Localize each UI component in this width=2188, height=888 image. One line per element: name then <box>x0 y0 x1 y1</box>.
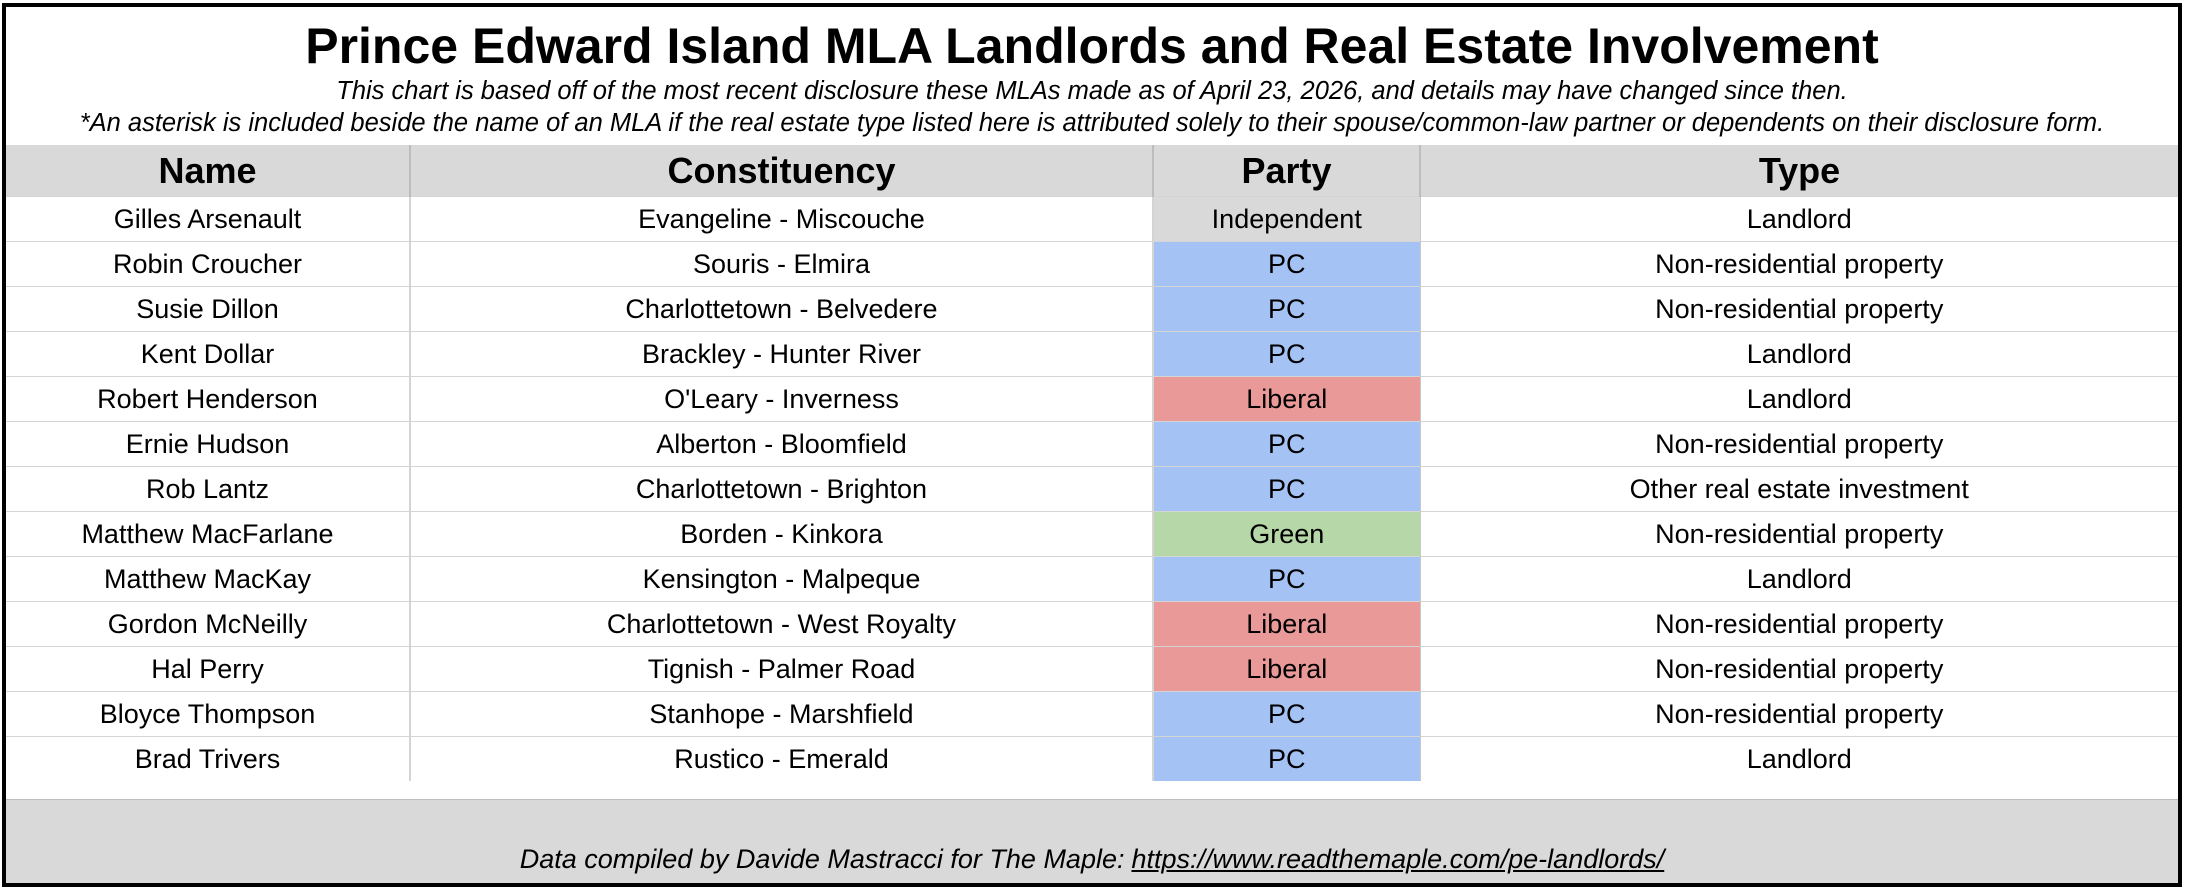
cell-type: Landlord <box>1420 331 2178 377</box>
table-row: Kent Dollar Brackley - Hunter River PC Land… <box>6 331 2178 377</box>
cell-name: Matthew MacKay <box>6 556 411 602</box>
cell-type: Non-residential property <box>1420 691 2178 737</box>
cell-type: Non-residential property <box>1420 241 2178 287</box>
table-header-row: Name Constituency Party Type <box>6 145 2178 197</box>
column-header-type: Type <box>1420 145 2178 197</box>
cell-name: Kent Dollar <box>6 331 411 377</box>
cell-constituency: Evangeline - Miscouche <box>410 196 1154 242</box>
cell-constituency: Brackley - Hunter River <box>410 331 1154 377</box>
table-row: Robert Henderson O'Leary - Inverness Liber… <box>6 376 2178 422</box>
table-row: Gilles Arsenault Evangeline - Miscouche In… <box>6 196 2178 242</box>
table-row: Gordon McNeilly Charlottetown - West Roya… <box>6 601 2178 647</box>
cell-name: Brad Trivers <box>6 736 411 781</box>
cell-party: Liberal <box>1152 646 1421 692</box>
cell-constituency: Charlottetown - West Royalty <box>410 601 1154 647</box>
cell-type: Non-residential property <box>1420 601 2178 647</box>
cell-party: Green <box>1152 511 1421 557</box>
cell-party: PC <box>1152 466 1421 512</box>
cell-type: Other real estate investment <box>1420 466 2178 512</box>
footer-source-link[interactable]: https://www.readthemaple.com/pe-landlord… <box>1131 844 1665 874</box>
table-row: Bloyce Thompson Stanhope - Marshfield PC No… <box>6 691 2178 737</box>
table-row: Rob Lantz Charlottetown - Brighton PC Other… <box>6 466 2178 512</box>
cell-name: Susie Dillon <box>6 286 411 332</box>
cell-party: Liberal <box>1152 601 1421 647</box>
mla-table: Name Constituency Party Type Gilles Arse… <box>6 145 2178 781</box>
cell-constituency: Stanhope - Marshfield <box>410 691 1154 737</box>
cell-constituency: Rustico - Emerald <box>410 736 1154 781</box>
table-row: Susie Dillon Charlottetown - Belvedere PC N… <box>6 286 2178 332</box>
cell-name: Ernie Hudson <box>6 421 411 467</box>
cell-constituency: Kensington - Malpeque <box>410 556 1154 602</box>
chart-header: Prince Edward Island MLA Landlords and R… <box>6 7 2178 145</box>
table-body: Gilles Arsenault Evangeline - Miscouche In… <box>6 196 2178 781</box>
cell-name: Hal Perry <box>6 646 411 692</box>
cell-party: PC <box>1152 691 1421 737</box>
cell-party: PC <box>1152 556 1421 602</box>
cell-name: Rob Lantz <box>6 466 411 512</box>
chart-subtitle-disclosure-note: This chart is based off of the most rece… <box>336 77 1848 105</box>
cell-constituency: Charlottetown - Brighton <box>410 466 1154 512</box>
cell-constituency: Borden - Kinkora <box>410 511 1154 557</box>
cell-party: Independent <box>1152 196 1421 242</box>
cell-party: PC <box>1152 286 1421 332</box>
cell-name: Gordon McNeilly <box>6 601 411 647</box>
cell-party: PC <box>1152 736 1421 781</box>
cell-name: Robin Croucher <box>6 241 411 287</box>
cell-type: Landlord <box>1420 556 2178 602</box>
table-row: Hal Perry Tignish - Palmer Road Liberal Non… <box>6 646 2178 692</box>
table-row: Ernie Hudson Alberton - Bloomfield PC Non-r… <box>6 421 2178 467</box>
cell-type: Non-residential property <box>1420 511 2178 557</box>
cell-constituency: Souris - Elmira <box>410 241 1154 287</box>
column-header-constituency: Constituency <box>410 145 1154 197</box>
cell-name: Gilles Arsenault <box>6 196 411 242</box>
cell-constituency: Charlottetown - Belvedere <box>410 286 1154 332</box>
cell-name: Bloyce Thompson <box>6 691 411 737</box>
cell-type: Non-residential property <box>1420 286 2178 332</box>
cell-party: PC <box>1152 241 1421 287</box>
table-row: Matthew MacKay Kensington - Malpeque PC Lan… <box>6 556 2178 602</box>
cell-name: Matthew MacFarlane <box>6 511 411 557</box>
cell-party: Liberal <box>1152 376 1421 422</box>
chart-frame: Prince Edward Island MLA Landlords and R… <box>2 3 2182 887</box>
cell-type: Non-residential property <box>1420 646 2178 692</box>
footer-credit-text: Data compiled by Davide Mastracci for Th… <box>519 844 1125 874</box>
cell-constituency: O'Leary - Inverness <box>410 376 1154 422</box>
cell-party: PC <box>1152 421 1421 467</box>
cell-type: Landlord <box>1420 196 2178 242</box>
table-row: Matthew MacFarlane Borden - Kinkora Green N… <box>6 511 2178 557</box>
cell-party: PC <box>1152 331 1421 377</box>
cell-type: Non-residential property <box>1420 421 2178 467</box>
table-row: Brad Trivers Rustico - Emerald PC Landlord <box>6 736 2178 781</box>
cell-constituency: Alberton - Bloomfield <box>410 421 1154 467</box>
column-header-name: Name <box>6 145 411 197</box>
table-row: Robin Croucher Souris - Elmira PC Non-resid… <box>6 241 2178 287</box>
cell-type: Landlord <box>1420 736 2178 781</box>
chart-subtitle-asterisk-note: *An asterisk is included beside the name… <box>79 109 2105 137</box>
chart-footer: Data compiled by Davide Mastracci for Th… <box>6 799 2178 883</box>
column-header-party: Party <box>1153 145 1421 197</box>
chart-title: Prince Edward Island MLA Landlords and R… <box>305 18 1879 74</box>
cell-name: Robert Henderson <box>6 376 411 422</box>
cell-type: Landlord <box>1420 376 2178 422</box>
cell-constituency: Tignish - Palmer Road <box>410 646 1154 692</box>
